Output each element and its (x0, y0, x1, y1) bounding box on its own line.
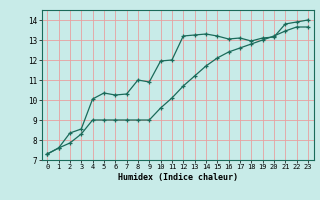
X-axis label: Humidex (Indice chaleur): Humidex (Indice chaleur) (118, 173, 237, 182)
